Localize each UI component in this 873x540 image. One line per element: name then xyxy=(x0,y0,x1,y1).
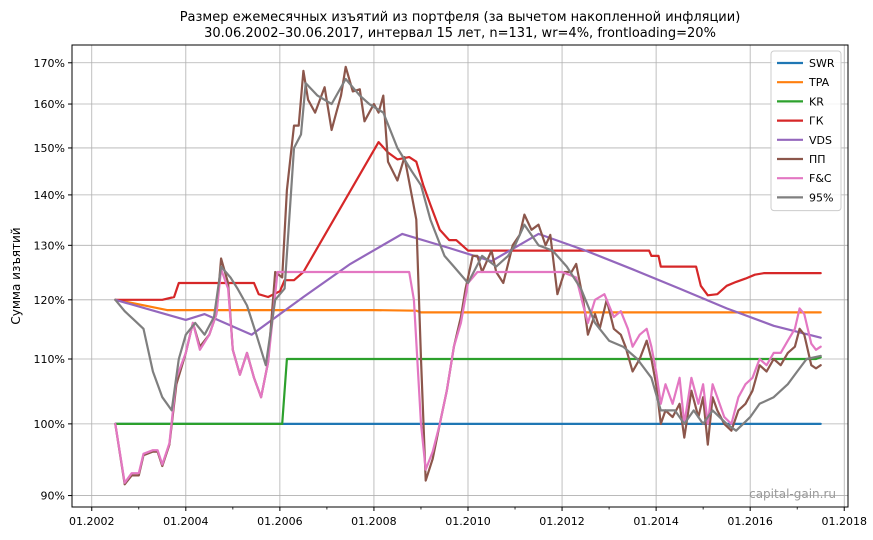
watermark: capital-gain.ru xyxy=(749,487,836,501)
legend-label: 95% xyxy=(809,191,833,204)
y-tick-label: 130% xyxy=(34,239,65,252)
y-tick-label: 160% xyxy=(34,98,65,111)
x-tick-label: 01.2018 xyxy=(821,515,867,528)
y-axis-label: Сумма изъятий xyxy=(9,227,23,324)
y-tick-label: 150% xyxy=(34,142,65,155)
y-tick-label: 110% xyxy=(34,353,65,366)
series-line xyxy=(114,77,822,432)
x-tick-label: 01.2006 xyxy=(257,515,303,528)
legend-label: KR xyxy=(809,95,824,108)
series-line xyxy=(114,141,822,301)
legend-box xyxy=(770,50,842,212)
y-ticks: 90% 100% 110% 120% 130% 140% 150% 160% 170% xyxy=(34,57,72,503)
x-ticks: 01.2002 01.2004 01.2006 01.2008 01.2010 01.20… xyxy=(69,507,867,528)
y-tick-label: 100% xyxy=(34,418,65,431)
series-line xyxy=(114,298,822,314)
y-tick-label: 170% xyxy=(34,57,65,70)
x-tick-label: 01.2004 xyxy=(163,515,209,528)
grid xyxy=(72,45,848,507)
legend-label: ГК xyxy=(809,115,824,128)
y-tick-label: 120% xyxy=(34,294,65,307)
y-tick-label: 90% xyxy=(41,490,65,503)
x-tick-label: 01.2002 xyxy=(69,515,115,528)
x-tick-label: 01.2010 xyxy=(445,515,491,528)
x-tick-label: 01.2014 xyxy=(633,515,679,528)
y-tick-label: 140% xyxy=(34,189,65,202)
x-tick-label: 01.2012 xyxy=(539,515,585,528)
x-tick-label: 01.2008 xyxy=(351,515,397,528)
legend-label: VDS xyxy=(809,134,832,147)
series-group xyxy=(114,65,822,486)
legend-label: ПП xyxy=(809,153,826,166)
legend-label: SWR xyxy=(809,57,835,70)
series-line xyxy=(114,356,822,425)
plot-frame xyxy=(71,44,849,508)
series-line xyxy=(114,268,822,484)
chart-title: Размер ежемесячных изъятий из портфеля (… xyxy=(180,10,741,25)
legend-label: TPA xyxy=(808,76,830,89)
x-tick-label: 01.2016 xyxy=(727,515,773,528)
chart-subtitle: 30.06.2002–30.06.2017, интервал 15 лет, … xyxy=(204,26,716,41)
series-line xyxy=(114,232,822,339)
legend-label: F&C xyxy=(809,172,832,185)
legend: SWR TPA KR ГК VDS ПП F&C 95% xyxy=(770,50,842,212)
